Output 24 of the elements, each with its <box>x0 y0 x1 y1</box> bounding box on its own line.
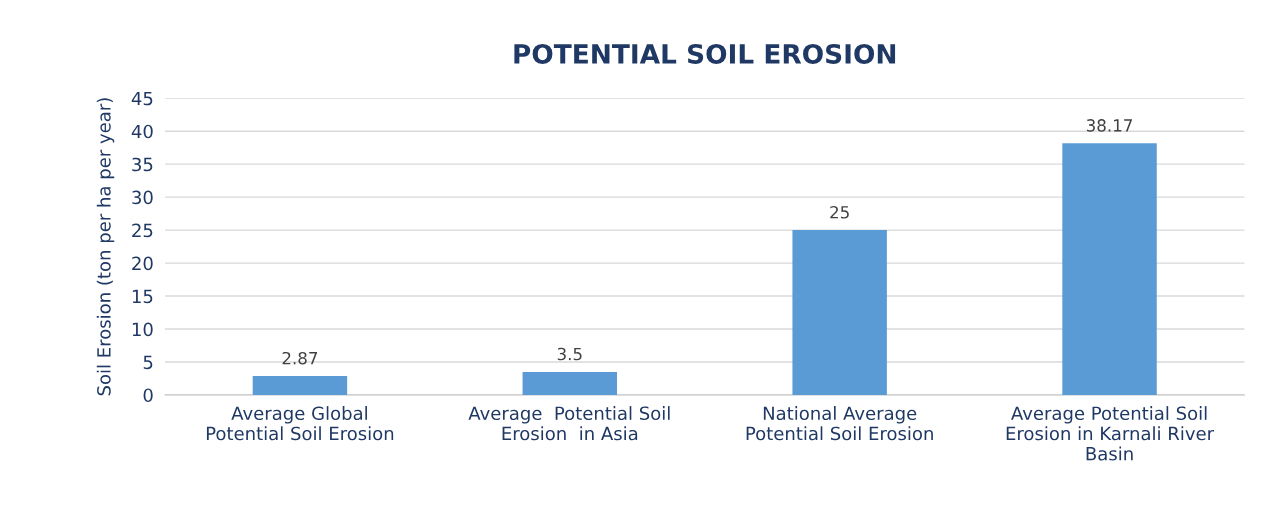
y-tick-label: 0 <box>143 388 153 403</box>
bar <box>1062 143 1157 395</box>
data-label: 2.87 <box>282 351 318 365</box>
y-tick-label: 15 <box>132 289 153 304</box>
y-tick-label: 45 <box>131 91 153 106</box>
x-tick-label: National Average Potential Soil Erosion <box>746 406 933 441</box>
data-label: 25 <box>830 205 849 219</box>
x-tick-label: Average Potential Soil Erosion in Karnali River Basin <box>1006 406 1215 461</box>
bar <box>792 230 887 395</box>
bar <box>522 371 618 395</box>
data-label: 38.17 <box>1086 119 1132 132</box>
y-tick-label: 10 <box>132 322 153 337</box>
x-tick-label: Average Potential Soil Erosion in Asia <box>468 406 670 441</box>
chart-title: POTENTIAL SOIL EROSION <box>514 43 896 64</box>
y-tick-label: 5 <box>143 355 153 370</box>
y-tick-label: 20 <box>132 256 153 271</box>
y-axis-title: Soil Erosion (ton per ha per year) <box>96 98 115 396</box>
y-tick-label: 30 <box>132 190 153 205</box>
x-tick-label: Average Global Potential Soil Erosion <box>206 406 394 441</box>
y-tick-label: 25 <box>132 223 153 238</box>
y-tick-label: 40 <box>131 124 153 139</box>
bar <box>252 376 348 395</box>
y-tick-label: 35 <box>132 157 153 172</box>
data-label: 3.5 <box>557 347 582 361</box>
